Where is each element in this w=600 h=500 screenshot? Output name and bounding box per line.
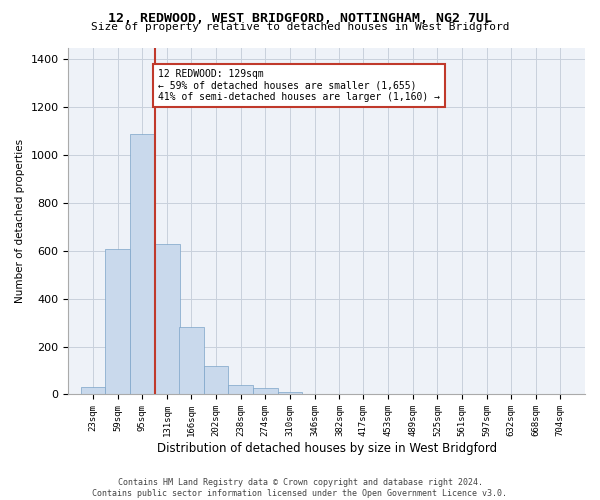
Bar [155,244,179,394]
Bar [253,388,278,394]
Bar [106,248,130,394]
Bar [179,328,203,394]
Bar [203,366,228,394]
Text: Size of property relative to detached houses in West Bridgford: Size of property relative to detached ho… [91,22,509,32]
Bar [81,388,106,394]
Y-axis label: Number of detached properties: Number of detached properties [15,139,25,303]
Bar [278,392,302,394]
Text: Contains HM Land Registry data © Crown copyright and database right 2024.
Contai: Contains HM Land Registry data © Crown c… [92,478,508,498]
Bar [130,134,155,394]
Text: 12 REDWOOD: 129sqm
← 59% of detached houses are smaller (1,655)
41% of semi-deta: 12 REDWOOD: 129sqm ← 59% of detached hou… [158,69,440,102]
Bar [228,385,253,394]
Text: 12, REDWOOD, WEST BRIDGFORD, NOTTINGHAM, NG2 7UL: 12, REDWOOD, WEST BRIDGFORD, NOTTINGHAM,… [108,12,492,26]
X-axis label: Distribution of detached houses by size in West Bridgford: Distribution of detached houses by size … [157,442,497,455]
